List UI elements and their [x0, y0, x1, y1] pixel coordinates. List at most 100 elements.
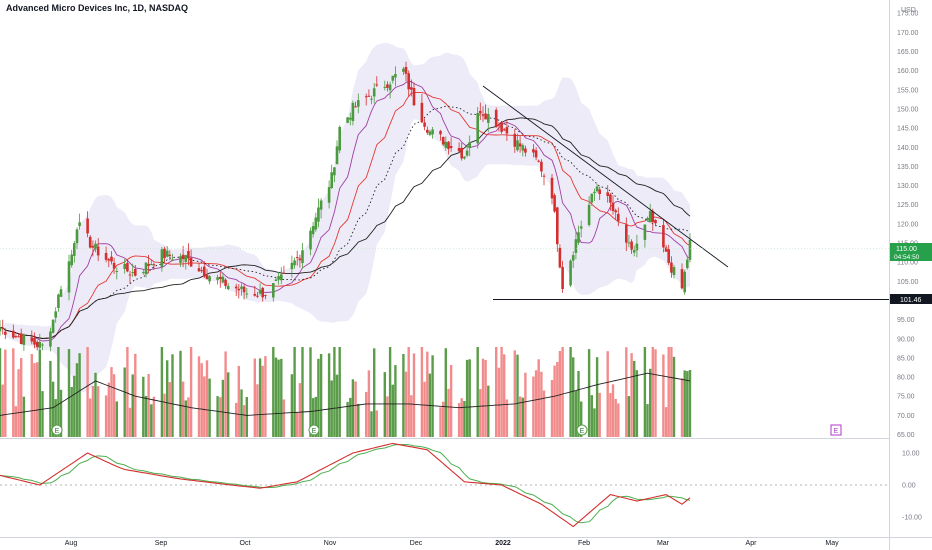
- candle-body: [553, 195, 556, 212]
- volume-bar: [444, 348, 447, 437]
- volume-bar: [463, 401, 466, 437]
- earnings-label: E: [312, 428, 317, 435]
- volume-bar: [646, 404, 649, 437]
- support-price-tag: [890, 294, 932, 304]
- volume-bar: [495, 347, 498, 437]
- candle-body: [144, 262, 148, 275]
- candle-body: [609, 194, 612, 203]
- candle-body: [51, 319, 55, 333]
- volume-bar: [516, 354, 519, 437]
- oscillator-tick-label: -10.00: [902, 515, 922, 522]
- volume-bar: [107, 382, 110, 437]
- volume-bar: [375, 410, 378, 437]
- candle-body: [290, 262, 294, 270]
- volume-bar: [197, 356, 201, 437]
- volume-bar: [580, 401, 583, 437]
- volume-bar: [168, 382, 171, 437]
- volume-bar: [73, 375, 76, 437]
- volume-bar: [38, 349, 41, 437]
- volume-bar: [4, 349, 7, 437]
- candle-body: [189, 257, 193, 267]
- candle-body: [625, 224, 628, 243]
- candle-body: [561, 266, 564, 289]
- candle-body: [460, 147, 463, 159]
- candle-body: [632, 250, 636, 253]
- candle-body: [598, 189, 601, 194]
- candle-body: [648, 211, 652, 223]
- volume-bar: [479, 389, 482, 437]
- volume-bar: [205, 360, 209, 437]
- time-tick-label: Feb: [578, 540, 590, 547]
- volume-bar: [296, 412, 299, 437]
- candle-body: [357, 100, 360, 107]
- candle-body: [14, 336, 18, 338]
- candle-body: [242, 286, 246, 293]
- candle-body: [574, 239, 578, 253]
- volume-bar: [51, 381, 55, 437]
- volume-bar: [633, 360, 636, 437]
- countdown-label: 04:54:50: [894, 254, 920, 261]
- candle-body: [41, 344, 44, 346]
- candle-body: [86, 218, 89, 234]
- volume-bar: [131, 374, 134, 437]
- volume-bar: [171, 354, 174, 437]
- volume-bar: [394, 365, 397, 437]
- price-tick-label: 120.00: [897, 221, 919, 228]
- candle-body: [476, 113, 479, 144]
- volume-bar: [110, 367, 113, 437]
- volume-bar: [277, 359, 280, 437]
- candle-body: [282, 272, 286, 274]
- volume-bar: [654, 349, 657, 437]
- earnings-badge: [51, 424, 63, 436]
- volume-bar: [258, 358, 262, 437]
- candle-body: [354, 106, 357, 108]
- candle-body: [314, 217, 318, 230]
- price-tick-label: 170.00: [897, 30, 919, 37]
- candle-body: [168, 254, 172, 257]
- volume-bar: [558, 351, 562, 437]
- volume-bar: [309, 347, 312, 437]
- candle-body: [540, 161, 543, 172]
- earnings-badge: [830, 424, 842, 436]
- price-tick-label: 90.00: [897, 336, 915, 343]
- candle-body: [272, 283, 275, 298]
- volume-bar: [431, 355, 434, 437]
- volume-bar: [237, 365, 240, 437]
- price-tick-label: 175.00: [897, 11, 919, 18]
- candle-body: [224, 279, 227, 286]
- candle-body: [426, 129, 429, 133]
- volume-bar: [534, 370, 538, 437]
- volume-bar: [203, 376, 206, 437]
- candle-body: [152, 264, 156, 266]
- candle-body: [463, 156, 466, 159]
- volume-bar: [33, 363, 36, 437]
- candle-body: [234, 286, 238, 289]
- candle-body: [672, 267, 676, 275]
- trendline: [482, 85, 729, 268]
- volume-bar: [128, 407, 132, 437]
- candle-body: [0, 327, 2, 332]
- candle-body: [91, 245, 95, 248]
- volume-bar: [22, 396, 26, 437]
- candle-body: [295, 257, 299, 258]
- volume-bar: [593, 408, 596, 437]
- volume-bar: [487, 385, 490, 437]
- candle-body: [447, 141, 450, 149]
- candle-body: [606, 192, 609, 196]
- volume-bar: [521, 397, 524, 437]
- support-price-label: 101.46: [900, 297, 922, 304]
- volume-bar: [357, 403, 360, 437]
- ma-long-line: [0, 117, 691, 339]
- volume-bar: [625, 347, 628, 437]
- candle-body: [128, 274, 132, 276]
- volume-bar: [505, 399, 509, 437]
- volume-bar: [126, 347, 129, 437]
- volume-bar: [518, 396, 522, 437]
- volume-bar: [457, 403, 461, 437]
- volume-bar: [556, 361, 559, 437]
- volume-bar: [75, 363, 79, 437]
- volume-bar: [667, 347, 670, 437]
- volume-bar: [272, 347, 275, 437]
- candle-body: [1, 327, 4, 329]
